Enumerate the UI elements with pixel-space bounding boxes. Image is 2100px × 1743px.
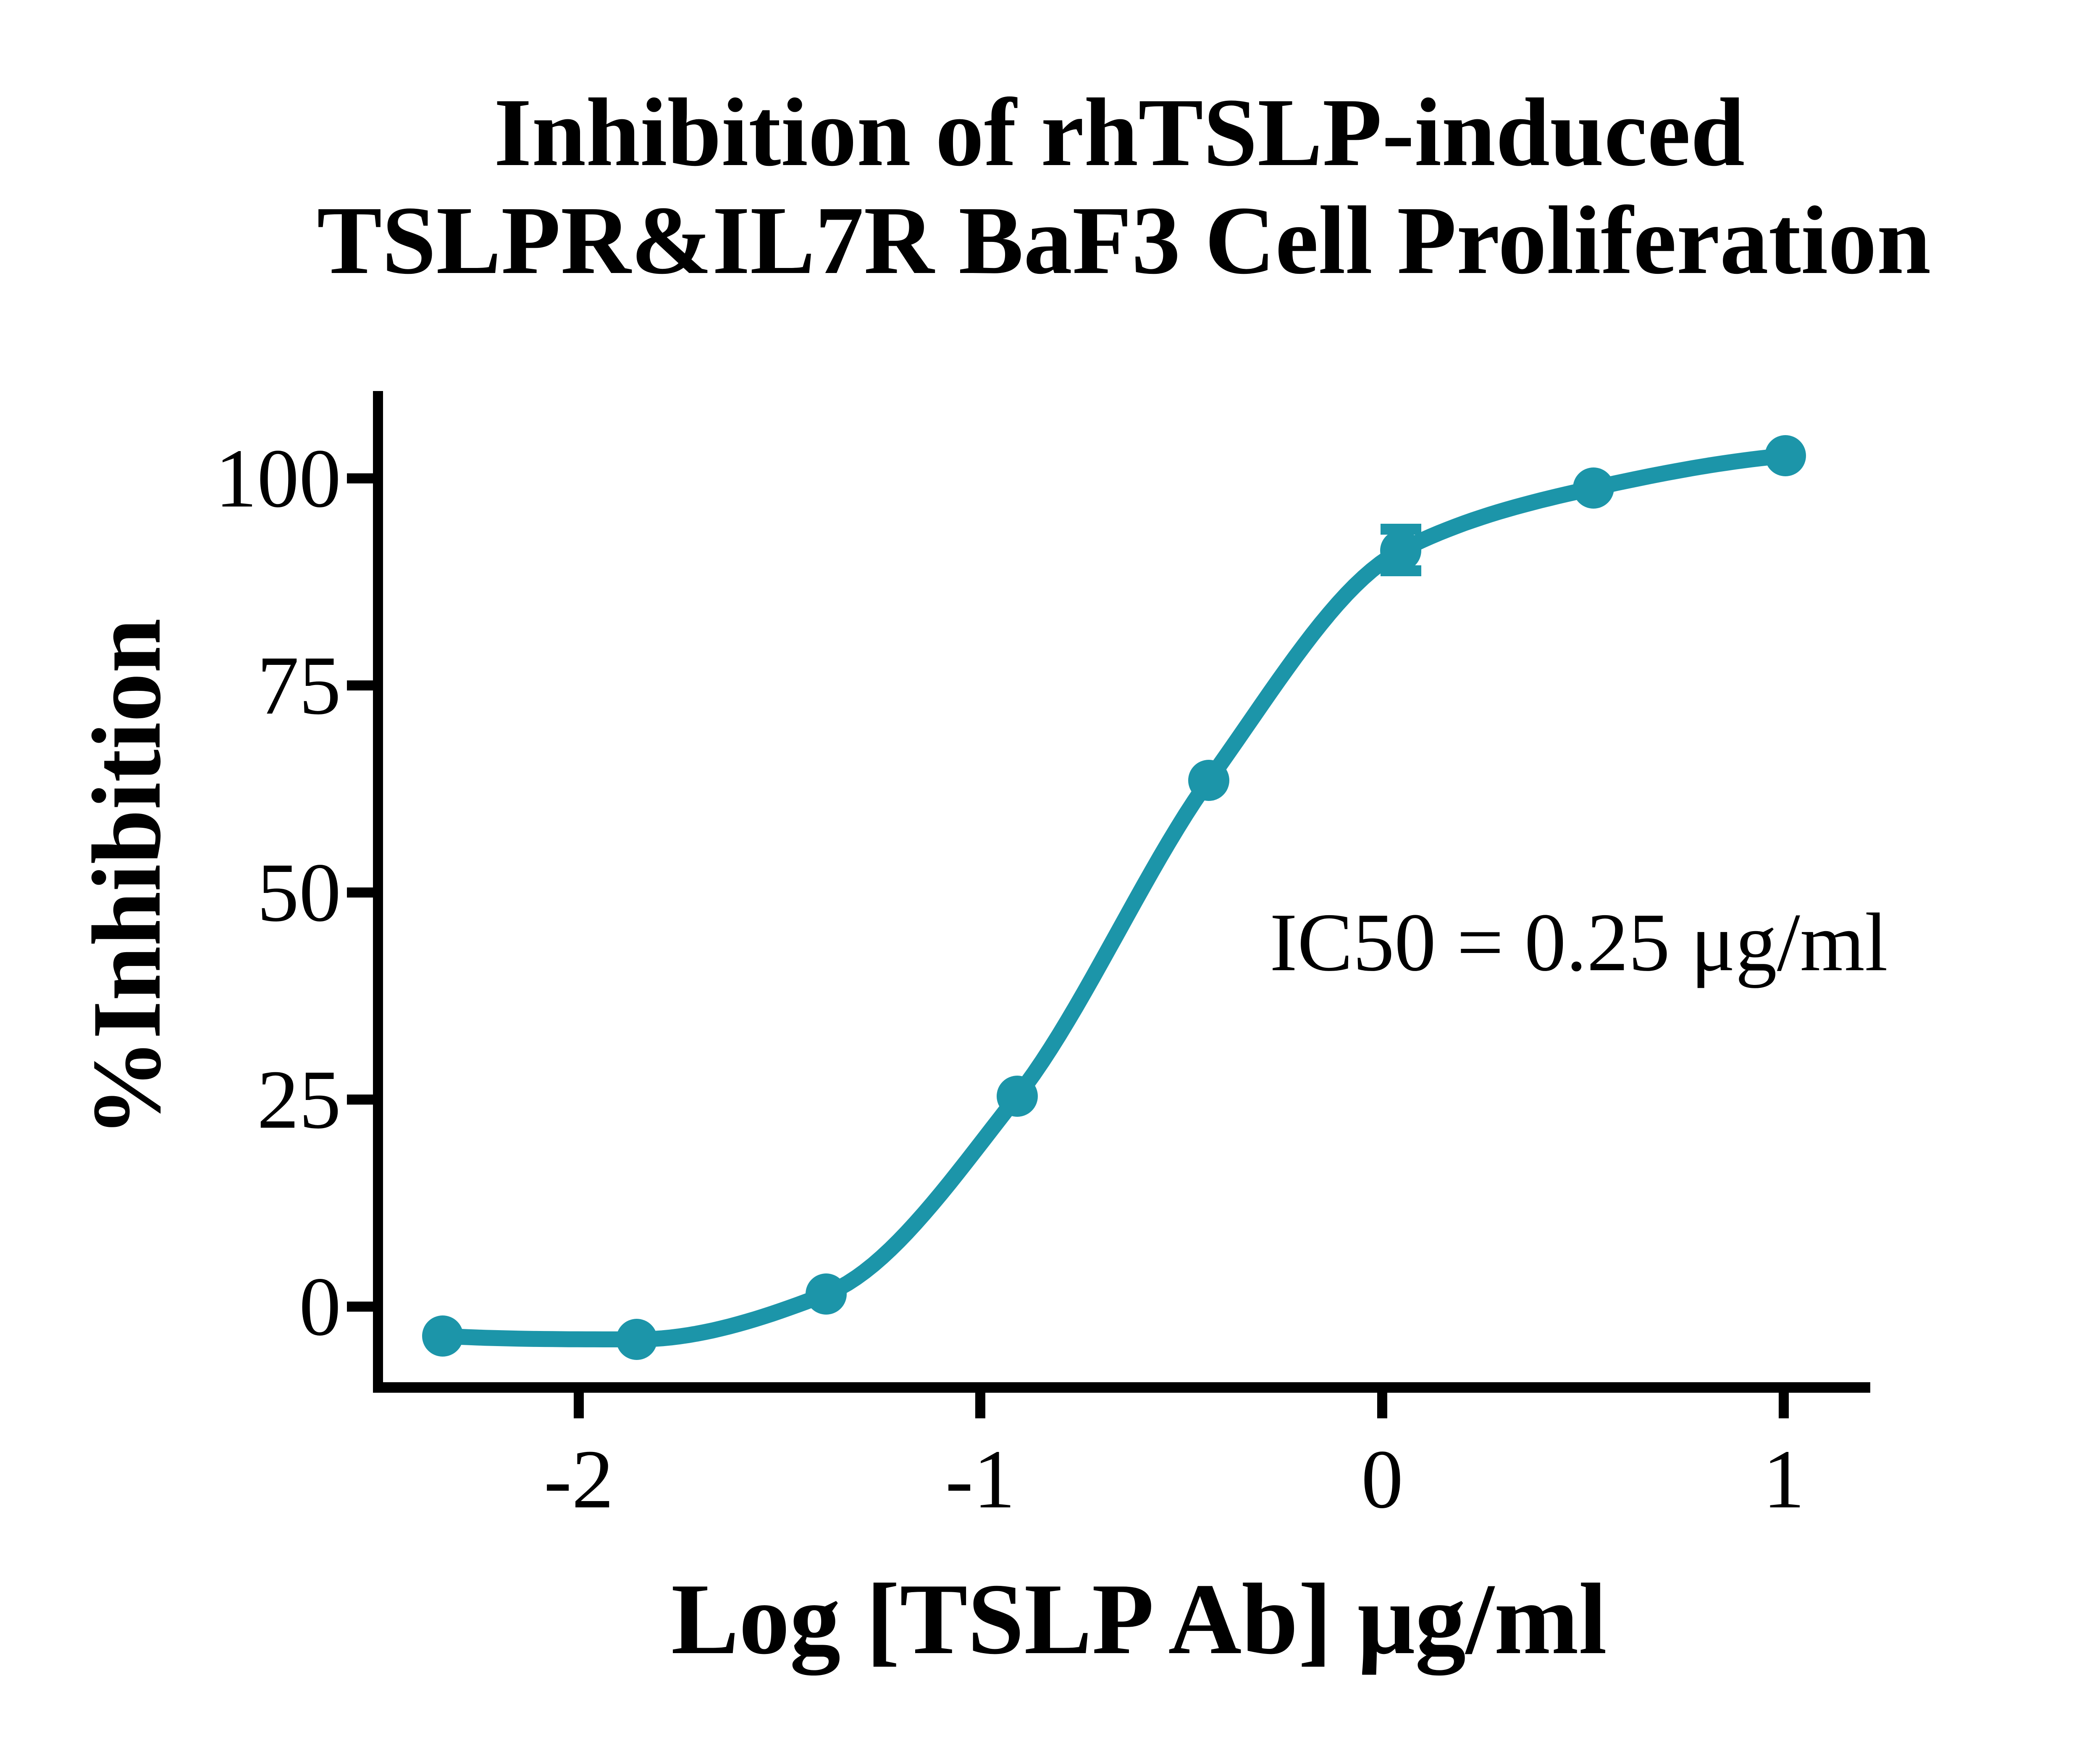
- svg-text:TSLPR&IL7R BaF3 Cell Prolifera: TSLPR&IL7R BaF3 Cell Proliferation: [317, 186, 1931, 294]
- svg-text:50: 50: [257, 846, 341, 939]
- svg-text:%Inhibition: %Inhibition: [72, 618, 181, 1137]
- svg-text:IC50 = 0.25 μg/ml: IC50 = 0.25 μg/ml: [1270, 896, 1888, 988]
- svg-text:0: 0: [1361, 1433, 1403, 1526]
- svg-text:100: 100: [215, 432, 341, 525]
- svg-text:0: 0: [299, 1260, 341, 1353]
- svg-text:75: 75: [257, 639, 341, 732]
- svg-text:1: 1: [1763, 1433, 1805, 1526]
- svg-text:-2: -2: [544, 1433, 614, 1526]
- svg-text:-1: -1: [945, 1433, 1016, 1526]
- svg-text:Inhibition of rhTSLP-induced: Inhibition of rhTSLP-induced: [494, 79, 1745, 186]
- svg-text:25: 25: [257, 1053, 341, 1146]
- svg-text:Log [TSLP Ab] μg/ml: Log [TSLP Ab] μg/ml: [671, 1563, 1607, 1675]
